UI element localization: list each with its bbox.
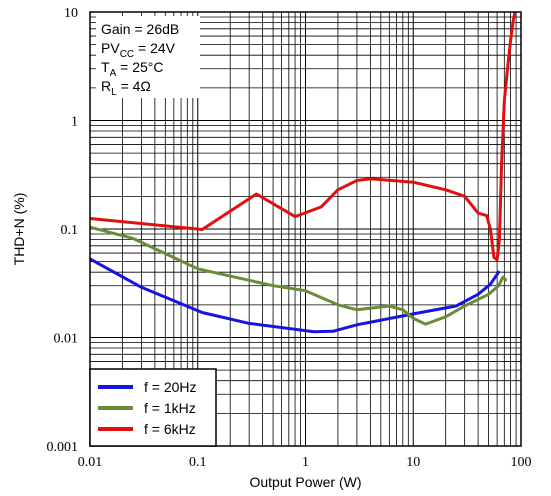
x-tick-label: 0.1 [189,455,207,470]
series-line-3 [90,12,517,262]
x-tick-label: 0.01 [78,455,103,470]
y-tick-label: 0.001 [47,440,79,455]
x-tick-label: 1 [302,455,309,470]
condition-line: Gain = 26dB [101,21,179,37]
condition-line: RL = 4Ω [101,78,151,98]
legend-label: f = 6kHz [144,421,196,437]
condition-line: TA = 25°C [101,59,163,79]
conditions-background [96,16,200,98]
y-tick-label: 0.01 [54,332,79,347]
x-tick-label: 100 [511,455,532,470]
series-line-1 [90,257,501,334]
legend-box [89,368,217,447]
x-axis-label: Output Power (W) [249,474,361,490]
condition-line: PVCC = 24V [101,40,176,60]
legend-items: f = 20Hz f = 1kHz f = 6kHz [98,379,197,437]
plot-frame [89,11,522,447]
legend: f = 20Hz f = 1kHz f = 6kHz [89,368,217,447]
series-layer [90,12,517,334]
y-axis-label: THD+N (%) [11,193,27,266]
x-tick-label: 10 [406,455,420,470]
y-tick-label: 0.1 [61,223,79,238]
y-tick-label: 1 [71,115,78,130]
legend-label: f = 1kHz [144,400,196,416]
legend-label: f = 20Hz [144,379,197,395]
series-line-2 [90,225,508,326]
y-tick-label: 10 [64,6,78,21]
